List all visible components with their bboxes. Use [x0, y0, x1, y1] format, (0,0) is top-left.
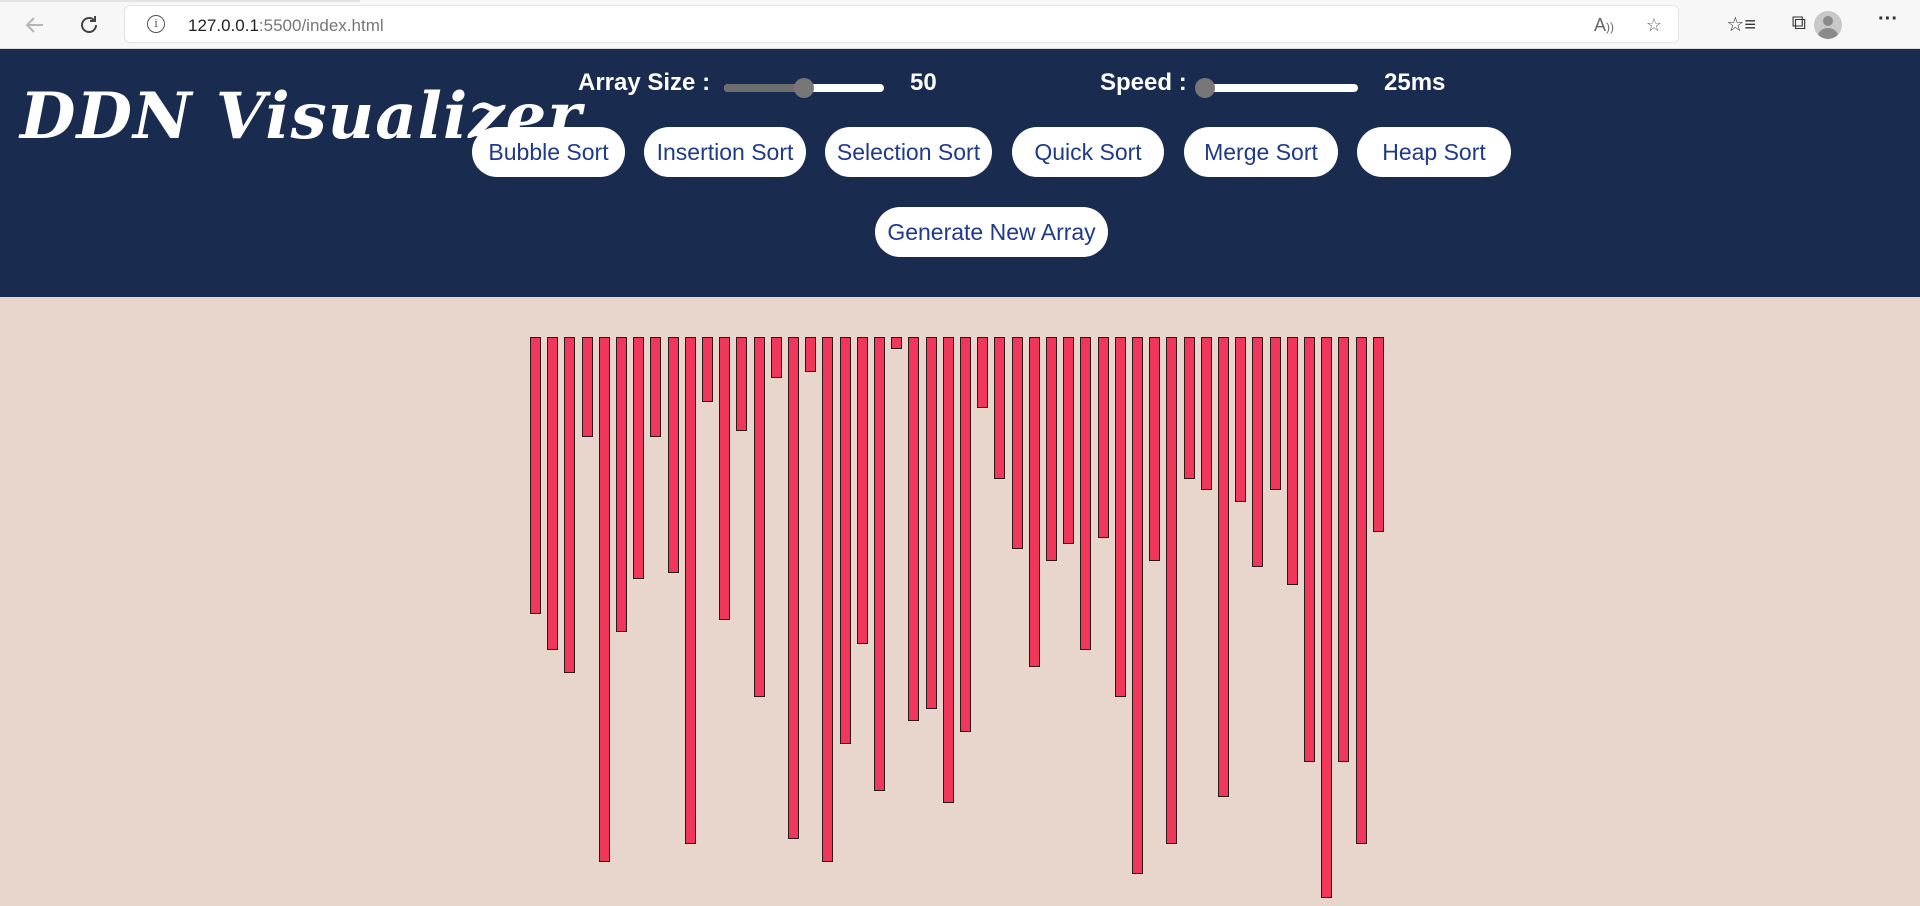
- array-bar: [684, 337, 696, 845]
- array-bar: [1132, 337, 1143, 874]
- array-bar: [874, 337, 885, 792]
- array-bar: [977, 337, 989, 408]
- array-bar: [702, 337, 713, 402]
- browser-toolbar: i 127.0.0.1:5500/index.html A)) ☆ ☆≡ ⧉ ·…: [0, 0, 1920, 49]
- read-aloud-icon[interactable]: A)): [1593, 15, 1614, 35]
- array-bar: [1218, 337, 1229, 798]
- insertion-sort-button[interactable]: Insertion Sort: [644, 127, 806, 177]
- array-bar: [1355, 337, 1367, 845]
- array-bar: [719, 337, 731, 621]
- generate-new-array-button[interactable]: Generate New Array: [875, 207, 1108, 257]
- array-bar: [667, 337, 679, 573]
- array-bar: [564, 337, 576, 674]
- tab-strip-edge: [0, 0, 360, 2]
- array-bar: [581, 337, 593, 438]
- array-bar: [1097, 337, 1109, 538]
- array-bar: [1028, 337, 1040, 668]
- array-bar: [1200, 337, 1212, 491]
- array-bar: [822, 337, 834, 863]
- array-bar: [1149, 337, 1161, 562]
- array-bar: [805, 337, 817, 373]
- array-size-slider-fill: [724, 84, 804, 92]
- selection-sort-button[interactable]: Selection Sort: [825, 127, 992, 177]
- array-bar: [1011, 337, 1023, 550]
- array-bar: [942, 337, 954, 804]
- array-bar: [770, 337, 782, 379]
- array-bar: [1286, 337, 1298, 585]
- array-bar: [1183, 337, 1195, 479]
- array-bar: [1080, 337, 1092, 650]
- array-size-slider[interactable]: [724, 78, 884, 98]
- collections-icon[interactable]: ⧉: [1791, 12, 1806, 34]
- array-bar: [633, 337, 645, 579]
- heap-sort-button[interactable]: Heap Sort: [1357, 127, 1511, 177]
- info-icon[interactable]: i: [147, 15, 165, 33]
- array-bar: [1338, 337, 1350, 762]
- array-bar: [650, 337, 662, 438]
- array-bar: [1304, 337, 1315, 762]
- app-header: DDN Visualizer Array Size : 50 Speed : 2…: [0, 49, 1920, 297]
- array-bar: [1252, 337, 1264, 568]
- profile-icon[interactable]: [1814, 11, 1842, 39]
- speed-label: Speed :: [1100, 69, 1187, 96]
- array-bar: [530, 337, 541, 615]
- array-bar: [1114, 337, 1126, 697]
- array-bar: [1063, 337, 1075, 544]
- array-size-slider-thumb[interactable]: [794, 78, 814, 98]
- array-bar: [598, 337, 610, 863]
- array-bar: [547, 337, 559, 650]
- array-size-value: 50: [910, 69, 937, 96]
- array-bar: [616, 337, 627, 632]
- array-bar: [736, 337, 748, 432]
- array-bar: [960, 337, 971, 733]
- speed-slider-thumb[interactable]: [1194, 78, 1215, 98]
- array-bar: [925, 337, 937, 709]
- array-visualization: [0, 297, 1920, 906]
- url-text[interactable]: 127.0.0.1:5500/index.html: [188, 16, 384, 35]
- array-bar: [908, 337, 920, 721]
- more-icon[interactable]: ···: [1878, 8, 1898, 30]
- add-favorite-icon[interactable]: ☆: [1645, 15, 1662, 35]
- array-size-label: Array Size :: [578, 69, 711, 96]
- array-bar: [839, 337, 851, 745]
- array-bar: [753, 337, 765, 697]
- array-bar: [788, 337, 799, 839]
- speed-slider[interactable]: [1194, 78, 1358, 98]
- array-bar: [1269, 337, 1281, 491]
- array-bar: [1372, 337, 1384, 532]
- array-bar: [994, 337, 1006, 479]
- array-bar: [1046, 337, 1057, 562]
- array-bar: [891, 337, 903, 349]
- array-bar: [856, 337, 868, 644]
- address-bar[interactable]: i 127.0.0.1:5500/index.html A)) ☆: [124, 5, 1679, 43]
- array-bar: [1166, 337, 1178, 845]
- favorites-icon[interactable]: ☆≡: [1726, 14, 1756, 36]
- bubble-sort-button[interactable]: Bubble Sort: [472, 127, 625, 177]
- merge-sort-button[interactable]: Merge Sort: [1184, 127, 1338, 177]
- reload-icon[interactable]: [74, 10, 104, 40]
- quick-sort-button[interactable]: Quick Sort: [1012, 127, 1164, 177]
- array-bar: [1321, 337, 1333, 898]
- speed-value: 25ms: [1384, 69, 1446, 96]
- back-arrow-icon[interactable]: [20, 10, 50, 40]
- array-bar: [1235, 337, 1247, 503]
